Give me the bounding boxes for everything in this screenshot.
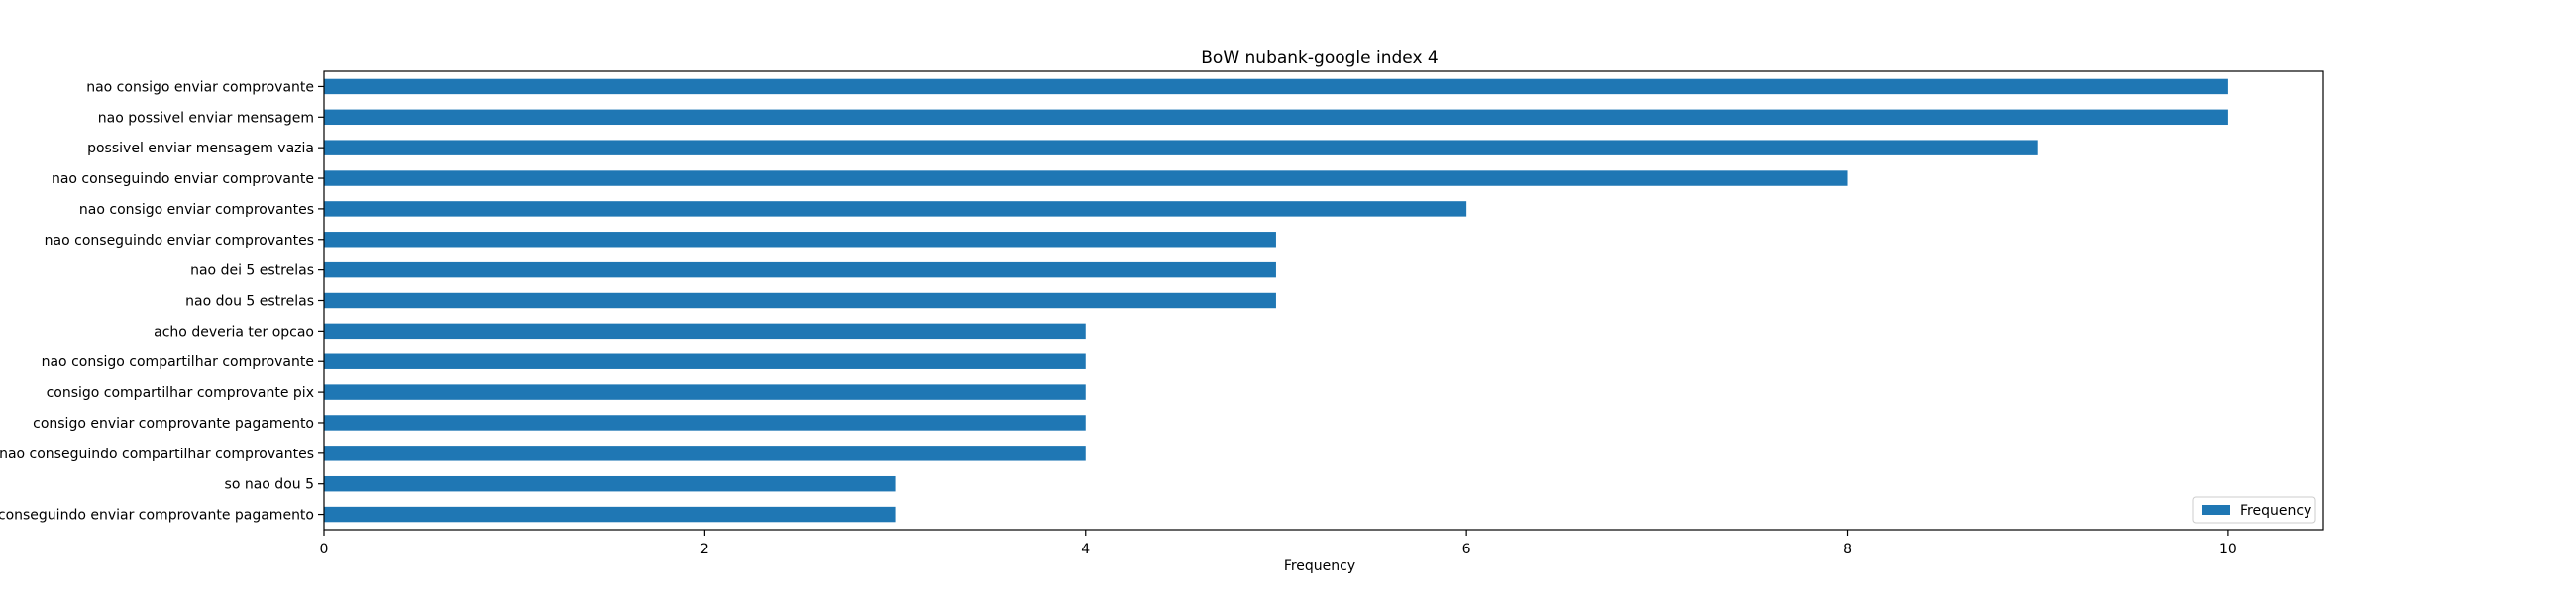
y-tick-label: possivel enviar mensagem vazia xyxy=(87,141,314,156)
bar xyxy=(324,323,1086,340)
y-tick-label: nao dei 5 estrelas xyxy=(190,263,314,279)
x-tick-label: 4 xyxy=(1081,542,1090,557)
bar xyxy=(324,78,2228,95)
y-tick-label: nao conseguindo enviar comprovante xyxy=(52,171,314,187)
y-tick-label: so nao dou 5 xyxy=(225,477,314,493)
x-tick-label: 0 xyxy=(320,542,329,557)
y-tick-label: consigo enviar comprovante pagamento xyxy=(33,416,314,432)
y-tick-label: nao conseguindo compartilhar comprovante… xyxy=(0,447,314,462)
y-tick-label: nao dou 5 estrelas xyxy=(185,294,314,310)
bar xyxy=(324,261,1276,278)
x-tick-label: 8 xyxy=(1843,542,1852,557)
y-axis-ticks: nao consigo enviar comprovante nao possiv… xyxy=(0,79,324,524)
bars-group xyxy=(324,78,2228,523)
legend-box xyxy=(2192,496,2316,524)
legend-swatch xyxy=(2202,505,2230,515)
bar xyxy=(324,292,1276,309)
bar xyxy=(324,232,1276,248)
y-tick-label: nao consigo enviar comprovante xyxy=(86,79,314,95)
y-tick-label: acho deveria ter opcao xyxy=(154,324,314,340)
bar xyxy=(324,201,1467,217)
y-tick-label: nao possivel enviar mensagem xyxy=(98,110,314,126)
x-tick-label: 10 xyxy=(2219,542,2237,557)
bar xyxy=(324,506,896,523)
bar xyxy=(324,140,2038,155)
legend-label: Frequency xyxy=(2240,503,2311,519)
x-tick-label: 6 xyxy=(1462,542,1471,557)
plot-frame xyxy=(323,70,2324,531)
y-tick-label: nao consigo enviar comprovantes xyxy=(79,202,314,218)
y-tick-label: nao conseguindo enviar comprovantes xyxy=(45,233,314,249)
bar xyxy=(324,415,1086,431)
y-tick-label: consigo compartilhar comprovante pix xyxy=(47,385,314,401)
bar xyxy=(324,384,1086,400)
bar xyxy=(324,353,1086,369)
y-tick-label: nao consigo compartilhar comprovante xyxy=(42,354,314,370)
bar xyxy=(324,170,1848,186)
bar xyxy=(324,446,1086,461)
bar xyxy=(324,109,2228,126)
x-axis-ticks: 0 2 4 6 8 10 xyxy=(320,530,2237,557)
x-axis-label: Frequency xyxy=(1284,558,1355,574)
x-tick-label: 2 xyxy=(700,542,709,557)
chart-title: BoW nubank-google index 4 xyxy=(1201,49,1439,68)
legend: Frequency xyxy=(2192,496,2316,524)
y-tick-label: conseguindo enviar comprovante pagamento xyxy=(0,508,314,524)
bar xyxy=(324,475,896,492)
